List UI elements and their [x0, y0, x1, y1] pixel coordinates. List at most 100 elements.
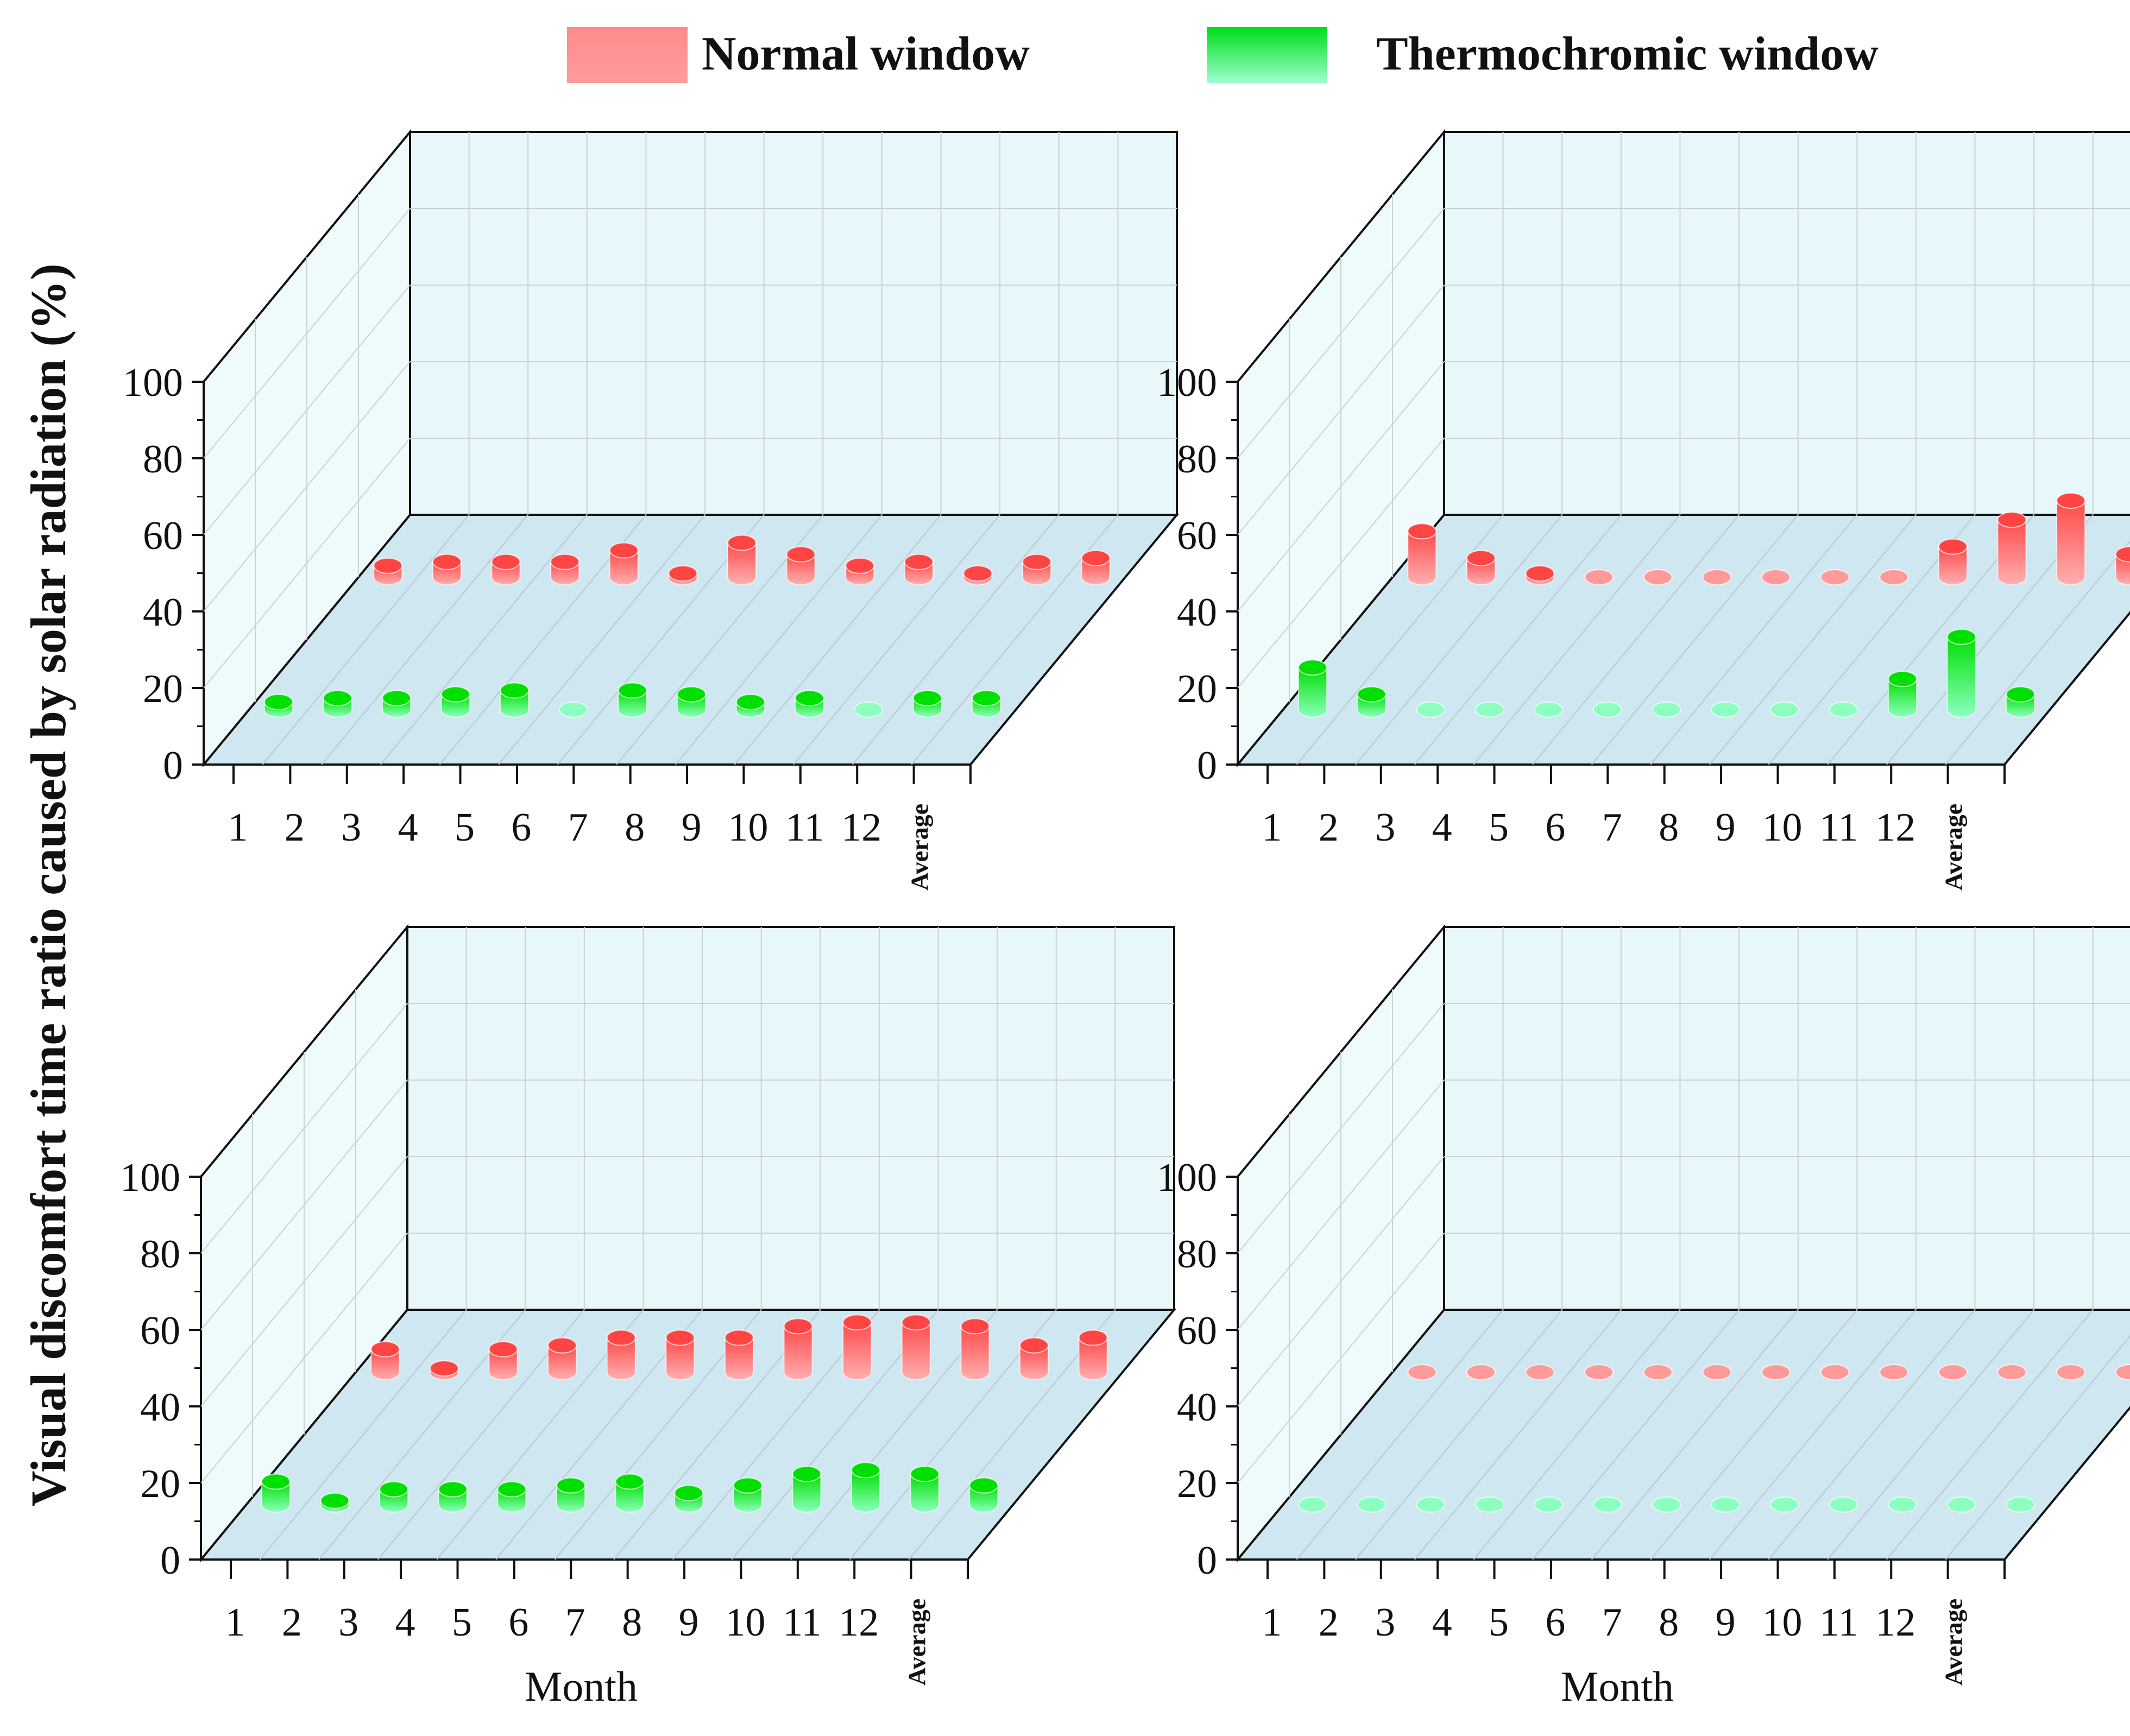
- gridline: [1414, 514, 1622, 765]
- bar-normal: [1820, 1364, 1850, 1380]
- x-tick-label: 3: [1375, 805, 1395, 850]
- gridline: [1473, 514, 1681, 765]
- bar-normal: [609, 542, 639, 585]
- x-tick-label: 10: [1762, 1600, 1802, 1645]
- gridline: [1355, 1309, 1563, 1560]
- bar-normal: [1466, 550, 1496, 585]
- bar-thermochromic: [1652, 1496, 1681, 1513]
- legend: Normal window Thermochromic window: [567, 27, 1879, 83]
- bar-thermochromic: [1946, 628, 1976, 718]
- bar-thermochromic: [440, 686, 470, 718]
- bar-normal: [370, 1341, 400, 1380]
- x-tick-label: 6: [508, 1600, 528, 1645]
- y-tick-label: 40: [1177, 590, 1217, 635]
- x-tick-label: 9: [679, 1600, 699, 1645]
- x-tick-label: 6: [1545, 805, 1565, 850]
- chart-back-wall: [1443, 926, 2130, 1311]
- y-tick-label: 100: [120, 1156, 180, 1200]
- bar-normal: [724, 1329, 754, 1380]
- chart-back-wall: [406, 926, 1175, 1311]
- x-tick-label: 6: [1545, 1600, 1565, 1645]
- panel-north: North020406080100123456789101112Average: [1157, 924, 2130, 1686]
- y-tick-label: 0: [1197, 743, 1217, 788]
- chart-back-wall: [409, 131, 1178, 516]
- bar-thermochromic: [1297, 1496, 1327, 1513]
- bar-thermochromic: [795, 690, 824, 718]
- bar-normal: [1702, 569, 1732, 585]
- bar-thermochromic: [851, 1462, 881, 1513]
- gridline: [1591, 1309, 1799, 1560]
- gridline: [1768, 1309, 1976, 1560]
- bar-normal: [845, 557, 875, 585]
- bar-thermochromic: [1357, 686, 1387, 718]
- gridline: [734, 514, 942, 765]
- y-tick-label: 20: [1177, 1462, 1217, 1506]
- y-tick-label: 100: [1157, 361, 1217, 405]
- gridline: [1355, 514, 1563, 765]
- bar-thermochromic: [1769, 1496, 1799, 1513]
- legend-label-thermochromic: Thermochromic window: [1376, 28, 1879, 80]
- bar-thermochromic: [1534, 1496, 1564, 1513]
- bar-normal: [786, 546, 816, 585]
- bar-thermochromic: [558, 701, 588, 718]
- y-tick-label: 80: [140, 1232, 180, 1277]
- x-tick-label: 11: [785, 805, 824, 850]
- bar-thermochromic: [1416, 1496, 1446, 1513]
- bar-normal: [373, 557, 403, 585]
- bar-normal: [429, 1360, 459, 1380]
- x-tick-label: 12: [1875, 1600, 1915, 1645]
- panel-west: West020406080100123456789101112Average: [120, 924, 1177, 1686]
- y-tick-label: 20: [143, 667, 183, 711]
- x-tick-label: 3: [338, 1600, 358, 1645]
- bar-normal: [432, 553, 462, 585]
- bar-thermochromic: [1534, 701, 1564, 718]
- x-tick-label: 1: [225, 1600, 245, 1645]
- y-axis-label: Visual discomfort time ratio caused by s…: [21, 263, 76, 1507]
- x-tick-label: 1: [228, 805, 248, 850]
- x-tick-label: 7: [1602, 805, 1622, 850]
- x-tick-label: 6: [511, 805, 531, 850]
- x-tick-label: 12: [839, 1600, 879, 1645]
- bar-normal: [2056, 1364, 2086, 1380]
- bar-normal: [1525, 565, 1555, 585]
- y-tick-label: 100: [123, 361, 183, 405]
- bar-normal: [960, 1318, 990, 1380]
- x-tick-label: 2: [282, 1600, 302, 1645]
- y-tick-label: 20: [1177, 667, 1217, 711]
- gridline: [1945, 1335, 2130, 1560]
- x-tick-label: 12: [1875, 805, 1915, 850]
- bar-thermochromic: [261, 1473, 291, 1513]
- bar-normal: [963, 565, 993, 585]
- gridline: [1532, 1309, 1740, 1560]
- bar-normal: [842, 1314, 872, 1380]
- gridline: [1650, 514, 1858, 765]
- gridline: [1886, 1309, 2094, 1560]
- gridline: [1414, 1309, 1622, 1560]
- bar-normal: [1019, 1337, 1049, 1380]
- x-tick-label: 10: [1762, 805, 1802, 850]
- chart-back-wall: [1443, 131, 2130, 516]
- bar-normal: [1997, 512, 2027, 585]
- y-tick-label: 20: [140, 1462, 180, 1506]
- bar-thermochromic: [2006, 1496, 2036, 1513]
- bar-normal: [901, 1314, 931, 1380]
- x-tick-label: 1: [1262, 805, 1282, 850]
- bar-normal: [1702, 1364, 1732, 1380]
- bar-thermochromic: [438, 1481, 468, 1513]
- bar-thermochromic: [263, 693, 293, 718]
- bar-normal: [1879, 1364, 1909, 1380]
- y-tick-label: 100: [1157, 1156, 1217, 1200]
- y-tick-label: 40: [143, 590, 183, 635]
- bar-thermochromic: [910, 1466, 940, 1513]
- x-tick-label: 5: [455, 805, 475, 850]
- bar-thermochromic: [969, 1477, 999, 1513]
- panel-south: South020406080100123456789101112Average: [1157, 129, 2130, 891]
- bar-normal: [1584, 1364, 1614, 1380]
- bar-thermochromic: [1888, 1496, 1918, 1513]
- x-tick-label: 11: [1819, 805, 1858, 850]
- bar-normal: [547, 1337, 577, 1380]
- x-tick-label: 12: [841, 805, 881, 850]
- gridline: [1296, 1309, 1504, 1560]
- x-tick-label: 9: [682, 805, 702, 850]
- gridline: [793, 514, 1000, 765]
